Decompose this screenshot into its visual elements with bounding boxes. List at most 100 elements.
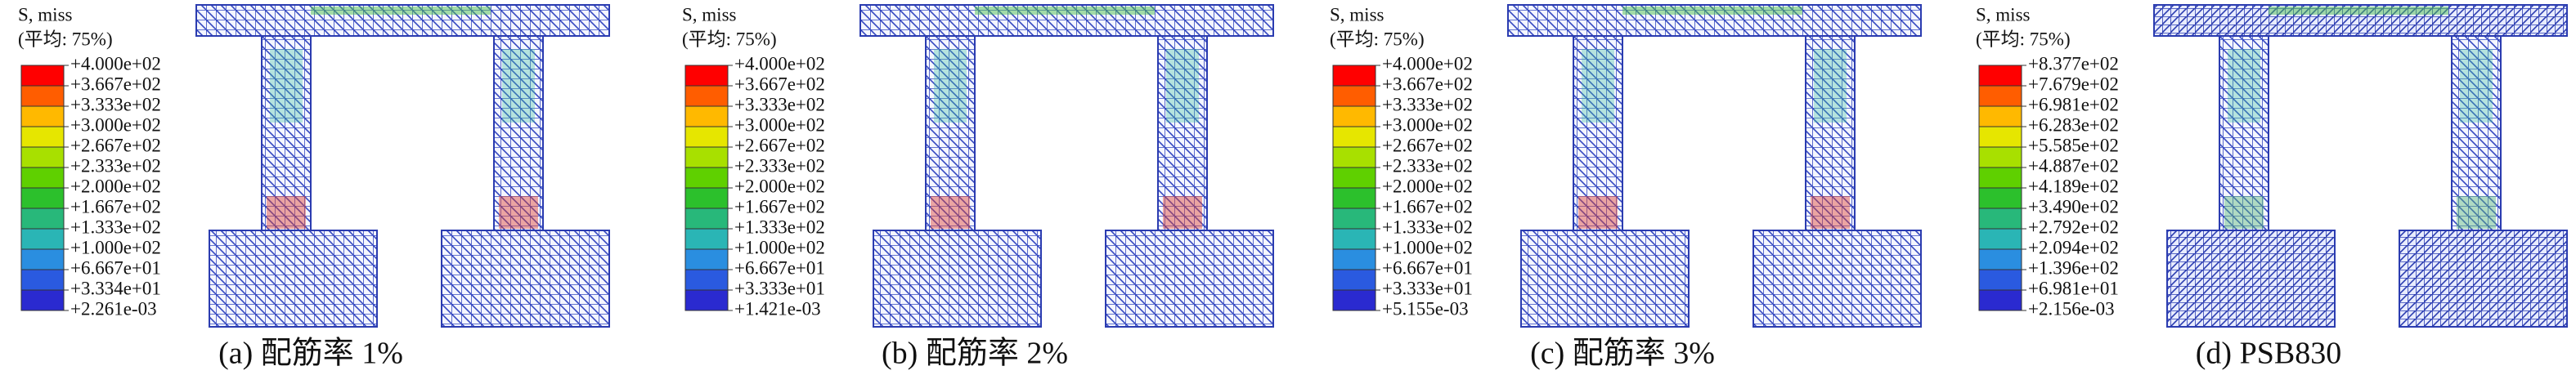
panel: S, miss(平均: 75%)+4.000e+02+3.667e+02+3.3… [1330, 4, 1922, 371]
legend-swatch [684, 248, 729, 270]
legend-label: +2.000e+02 [734, 176, 825, 196]
caption: (c) 配筋率 3% [1530, 337, 1715, 371]
legend-title: S, miss [18, 4, 73, 25]
footing [2399, 230, 2568, 328]
legend-swatch [20, 65, 65, 87]
legend-swatch [20, 85, 65, 107]
legend-swatch [1332, 289, 1376, 311]
legend-swatch [1978, 146, 2022, 168]
legend-label: +3.334e+01 [70, 278, 161, 298]
legend-label: +2.000e+02 [70, 176, 161, 196]
legend-swatch [20, 248, 65, 270]
legend-swatch [1332, 228, 1376, 250]
legend-subtitle: (平均: 75%) [18, 29, 113, 49]
legend-label: +1.000e+02 [1382, 237, 1473, 257]
stress-zone [499, 196, 538, 229]
legend-swatch [20, 208, 65, 230]
legend-swatch [1332, 85, 1376, 107]
legend-swatch [1978, 126, 2022, 148]
legend-label: +6.667e+01 [734, 257, 825, 278]
legend-label: +2.792e+02 [2028, 217, 2119, 237]
legend-label: +8.377e+02 [2028, 53, 2119, 74]
footing [1752, 230, 1922, 328]
legend-title: S, miss [682, 4, 737, 25]
legend-swatch [1978, 228, 2022, 250]
legend-label: +2.667e+02 [734, 135, 825, 155]
legend-swatch [1332, 187, 1376, 209]
stress-zone [1163, 196, 1202, 229]
legend-swatch [684, 146, 729, 168]
legend-swatch [1332, 248, 1376, 270]
legend-label: +2.333e+02 [1382, 155, 1473, 176]
stress-zone [2228, 49, 2260, 123]
legend-swatch [1978, 65, 2022, 87]
column [2451, 35, 2502, 241]
footing [873, 230, 1042, 328]
legend-label: +3.333e+02 [734, 94, 825, 114]
footing [1105, 230, 1274, 328]
legend-swatch [684, 228, 729, 250]
structure [859, 4, 1274, 328]
stress-zone [1166, 49, 1199, 123]
legend-swatch [684, 289, 729, 311]
legend-swatch [1978, 289, 2022, 311]
caption: (b) 配筋率 2% [882, 337, 1068, 371]
stress-zone [934, 49, 967, 123]
legend-label: +1.000e+02 [734, 237, 825, 257]
legend-label: +2.333e+02 [734, 155, 825, 176]
stress-zone [2460, 49, 2493, 123]
legend-label: +5.585e+02 [2028, 135, 2119, 155]
legend-label: +1.667e+02 [70, 196, 161, 217]
legend-title: S, miss [1976, 4, 2031, 25]
stress-zone [975, 7, 1155, 15]
legend-swatch [684, 187, 729, 209]
legend-swatch [1332, 65, 1376, 87]
footing [1520, 230, 1690, 328]
panel: S, miss (平均: 75%) +4.000e+02+3.667e+02 +3.3… [18, 4, 610, 371]
legend-label: +4.000e+02 [734, 53, 825, 74]
footing [441, 230, 610, 328]
legend-label: +3.333e+01 [1382, 278, 1473, 298]
stress-zone [502, 49, 535, 123]
legend-swatch [1978, 105, 2022, 127]
legend-label: +2.261e-03 [70, 298, 157, 319]
legend-label: +4.000e+02 [70, 53, 161, 74]
legend-subtitle: (平均: 75%) [1330, 29, 1425, 49]
legend-swatch [1332, 269, 1376, 291]
legend-label: +2.667e+02 [70, 135, 161, 155]
legend-swatch [684, 269, 729, 291]
legend-swatch [20, 187, 65, 209]
legend-label: +3.667e+02 [70, 74, 161, 94]
stress-zone [2269, 7, 2448, 15]
column [2219, 35, 2269, 241]
legend-label: +1.421e-03 [734, 298, 821, 319]
legend-label: +5.155e-03 [1382, 298, 1469, 319]
legend-swatch [20, 126, 65, 148]
stress-zone [2224, 196, 2264, 229]
legend-label: +3.000e+02 [1382, 114, 1473, 135]
stress-zone [267, 196, 306, 229]
legend-swatch [1978, 167, 2022, 189]
legend-swatch [1978, 187, 2022, 209]
caption: (a) 配筋率 1% [218, 337, 403, 371]
legend-label: +4.189e+02 [2028, 176, 2119, 196]
footing [209, 230, 378, 328]
legend-label: +3.000e+02 [70, 114, 161, 135]
stress-zone [1811, 196, 1850, 229]
legend-label: +6.981e+01 [2028, 278, 2119, 298]
column [1805, 35, 1856, 241]
legend-swatch [20, 289, 65, 311]
legend-swatch [20, 269, 65, 291]
legend-subtitle: (平均: 75%) [682, 29, 777, 49]
legend-label: +3.667e+02 [1382, 74, 1473, 94]
stress-zone [931, 196, 970, 229]
legend-swatch [684, 105, 729, 127]
legend-title: S, miss [1330, 4, 1384, 25]
column [1157, 35, 1208, 241]
legend-label: +6.667e+01 [1382, 257, 1473, 278]
footing [2166, 230, 2336, 328]
legend-swatch [684, 65, 729, 87]
legend-swatch [1978, 248, 2022, 270]
legend-swatch [20, 228, 65, 250]
